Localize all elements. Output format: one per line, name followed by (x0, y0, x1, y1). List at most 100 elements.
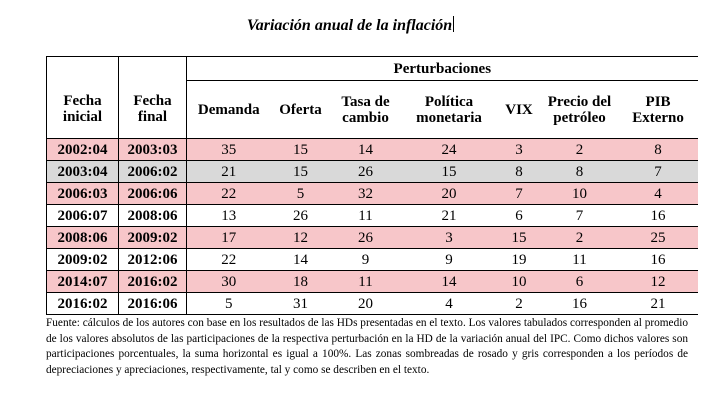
value-cell: 7 (497, 182, 541, 205)
value-cell: 21 (186, 160, 271, 183)
date-cell: 2009:02 (46, 248, 119, 271)
header-spacer (118, 56, 187, 81)
data-table: Perturbaciones Fecha inicial Fecha final D… (46, 56, 698, 315)
column-header: PIB Externo (618, 80, 698, 139)
table-row: 2008:06 2009:02 17 12 26 3 15 2 25 (46, 226, 698, 249)
table-row: 2014:07 2016:02 30 18 11 14 10 6 12 (46, 270, 698, 293)
value-cell: 26 (270, 204, 331, 227)
table-body: 2002:04 2003:03 35 15 14 24 3 2 8 2003:04 2006:02 2… (46, 138, 698, 315)
value-cell: 2 (540, 138, 619, 161)
column-header: Política monetaria (400, 80, 498, 139)
date-cell: 2003:04 (46, 160, 119, 183)
group-header: Perturbaciones (186, 56, 698, 81)
date-cell: 2008:06 (118, 204, 187, 227)
value-cell: 4 (618, 182, 698, 205)
value-cell: 16 (618, 248, 698, 271)
column-header: Tasa de cambio (330, 80, 401, 139)
value-cell: 5 (186, 292, 271, 315)
value-cell: 8 (618, 138, 698, 161)
column-header: Fecha inicial (46, 80, 119, 139)
value-cell: 4 (400, 292, 498, 315)
value-cell: 30 (186, 270, 271, 293)
column-header: Oferta (270, 80, 331, 139)
value-cell: 10 (540, 182, 619, 205)
column-header: Demanda (186, 80, 271, 139)
value-cell: 12 (270, 226, 331, 249)
value-cell: 31 (270, 292, 331, 315)
header-spacer (46, 56, 119, 81)
value-cell: 7 (540, 204, 619, 227)
value-cell: 3 (400, 226, 498, 249)
value-cell: 32 (330, 182, 401, 205)
value-cell: 21 (618, 292, 698, 315)
date-cell: 2003:03 (118, 138, 187, 161)
value-cell: 22 (186, 182, 271, 205)
value-cell: 14 (330, 138, 401, 161)
footnote: Fuente: cálculos de los autores con base… (46, 317, 688, 376)
date-cell: 2002:04 (46, 138, 119, 161)
value-cell: 20 (330, 292, 401, 315)
date-cell: 2014:07 (46, 270, 119, 293)
table-row: 2003:04 2006:02 21 15 26 15 8 8 7 (46, 160, 698, 183)
value-cell: 14 (270, 248, 331, 271)
value-cell: 11 (330, 204, 401, 227)
value-cell: 19 (497, 248, 541, 271)
table-row: 2009:02 2012:06 22 14 9 9 19 11 16 (46, 248, 698, 271)
value-cell: 11 (330, 270, 401, 293)
value-cell: 26 (330, 160, 401, 183)
value-cell: 13 (186, 204, 271, 227)
table-row: 2006:03 2006:06 22 5 32 20 7 10 4 (46, 182, 698, 205)
date-cell: 2016:02 (46, 292, 119, 315)
date-cell: 2016:06 (118, 292, 187, 315)
date-cell: 2006:02 (118, 160, 187, 183)
value-cell: 8 (540, 160, 619, 183)
value-cell: 15 (497, 226, 541, 249)
value-cell: 20 (400, 182, 498, 205)
date-cell: 2006:07 (46, 204, 119, 227)
value-cell: 9 (400, 248, 498, 271)
value-cell: 16 (618, 204, 698, 227)
table-row: 2002:04 2003:03 35 15 14 24 3 2 8 (46, 138, 698, 161)
value-cell: 22 (186, 248, 271, 271)
date-cell: 2006:06 (118, 182, 187, 205)
value-cell: 5 (270, 182, 331, 205)
value-cell: 21 (400, 204, 498, 227)
value-cell: 6 (540, 270, 619, 293)
date-cell: 2016:02 (118, 270, 187, 293)
title: Variación anual de la inflación (246, 17, 453, 34)
date-cell: 2008:06 (46, 226, 119, 249)
date-cell: 2012:06 (118, 248, 187, 271)
date-cell: 2009:02 (118, 226, 187, 249)
value-cell: 18 (270, 270, 331, 293)
table-row: 2016:02 2016:06 5 31 20 4 2 16 21 (46, 292, 698, 315)
text-cursor (453, 16, 455, 32)
value-cell: 11 (540, 248, 619, 271)
header-row: Fecha inicial Fecha final Demanda Oferta Tas… (46, 80, 698, 139)
value-cell: 2 (540, 226, 619, 249)
value-cell: 12 (618, 270, 698, 293)
table-row: 2006:07 2008:06 13 26 11 21 6 7 16 (46, 204, 698, 227)
value-cell: 9 (330, 248, 401, 271)
column-header: VIX (497, 80, 541, 139)
value-cell: 15 (270, 160, 331, 183)
value-cell: 10 (497, 270, 541, 293)
value-cell: 8 (497, 160, 541, 183)
column-header: Fecha final (118, 80, 187, 139)
value-cell: 14 (400, 270, 498, 293)
value-cell: 15 (270, 138, 331, 161)
value-cell: 3 (497, 138, 541, 161)
value-cell: 24 (400, 138, 498, 161)
value-cell: 6 (497, 204, 541, 227)
value-cell: 2 (497, 292, 541, 315)
column-header: Precio del petróleo (540, 80, 619, 139)
value-cell: 17 (186, 226, 271, 249)
date-cell: 2006:03 (46, 182, 119, 205)
title-block: Variación anual de la inflación (0, 16, 701, 35)
value-cell: 35 (186, 138, 271, 161)
group-header-row: Perturbaciones (46, 56, 698, 81)
value-cell: 16 (540, 292, 619, 315)
value-cell: 7 (618, 160, 698, 183)
value-cell: 25 (618, 226, 698, 249)
value-cell: 26 (330, 226, 401, 249)
